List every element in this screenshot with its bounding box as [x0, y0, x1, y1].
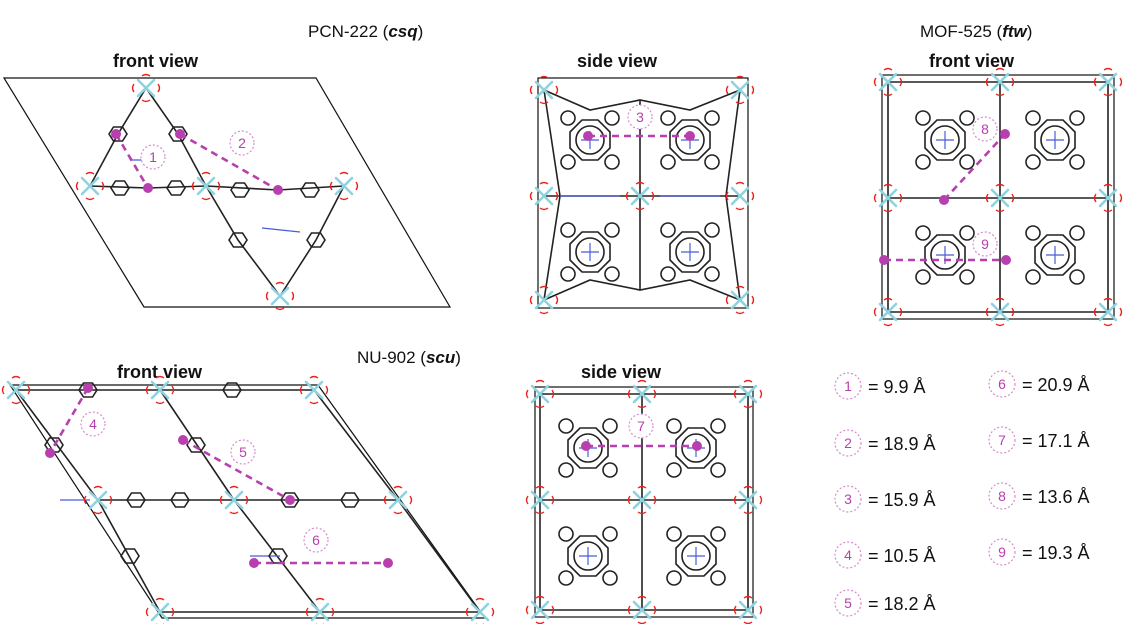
legend-value: = 20.9 Å	[1022, 375, 1090, 395]
marker-circle-6	[303, 527, 329, 553]
legend-marker-1	[834, 372, 862, 400]
marker-circle-1	[140, 144, 166, 170]
marker-circle-3	[627, 104, 653, 130]
marker-label-9: 9	[981, 236, 989, 252]
distance-line-2	[179, 132, 279, 192]
legend-marker-label: 8	[998, 488, 1006, 504]
marker-label-4: 4	[89, 416, 97, 432]
pcn222-front-view-label: front view	[113, 51, 199, 71]
unit-cell-frame	[534, 386, 754, 618]
atom-marker	[939, 195, 949, 205]
atom-marker	[1000, 129, 1010, 139]
legend-entry-4: 4 = 10.5 Å	[834, 541, 936, 569]
legend-marker-3	[834, 485, 862, 513]
legend-entry-6: 6 = 20.9 Å	[988, 370, 1090, 398]
legend-marker-9	[988, 538, 1016, 566]
legend-marker-label: 4	[844, 547, 852, 563]
legend-entry-2: 2 = 18.9 Å	[834, 429, 936, 457]
legend-marker-7	[988, 426, 1016, 454]
atom-marker	[45, 448, 55, 458]
marker-label-1: 1	[149, 149, 157, 165]
legend-entry-7: 7 = 17.1 Å	[988, 426, 1090, 454]
legend-value: = 17.1 Å	[1022, 431, 1090, 451]
atom-marker	[111, 129, 121, 139]
mof525-front-view: 8 9	[873, 67, 1123, 327]
distance-line-4	[48, 387, 90, 454]
distance-legend: 1 = 9.9 Å 2 = 18.9 Å 3 = 15.9 Å 4 = 10.5…	[834, 370, 1090, 617]
legend-entry-8: 8 = 13.6 Å	[988, 482, 1090, 510]
atom-marker	[879, 255, 889, 265]
legend-marker-label: 7	[998, 432, 1006, 448]
legend-entry-5: 5 = 18.2 Å	[834, 589, 936, 617]
pcn222-heading: PCN-222 (csq)	[308, 22, 423, 41]
legend-marker-label: 6	[998, 376, 1006, 392]
mof525-front-view-label: front view	[929, 51, 1015, 71]
legend-marker-label: 5	[844, 595, 852, 611]
legend-value: = 10.5 Å	[868, 546, 936, 566]
atom-marker	[285, 495, 295, 505]
legend-value: = 9.9 Å	[868, 377, 926, 397]
legend-value: = 18.9 Å	[868, 434, 936, 454]
nu902-front-view: 4 5 6	[1, 375, 495, 624]
legend-marker-label: 2	[844, 435, 852, 451]
legend-entry-3: 3 = 15.9 Å	[834, 485, 936, 513]
marker-label-3: 3	[636, 109, 644, 125]
nu902-heading: NU-902 (scu)	[357, 348, 461, 367]
marker-label-6: 6	[312, 532, 320, 548]
unit-cell-frame	[2, 77, 452, 308]
distance-line-5	[182, 438, 291, 502]
legend-entry-1: 1 = 9.9 Å	[834, 372, 926, 400]
legend-marker-label: 9	[998, 544, 1006, 560]
atom-marker	[383, 558, 393, 568]
atom-marker	[175, 129, 185, 139]
atom-marker	[83, 383, 93, 393]
marker-label-5: 5	[239, 444, 247, 460]
marker-circle-4	[80, 411, 106, 437]
atom-marker	[692, 441, 702, 451]
pcn222-side-view: 3	[529, 75, 755, 315]
nu902-side-view-label: side view	[581, 362, 662, 382]
legend-value: = 13.6 Å	[1022, 487, 1090, 507]
marker-circle-2	[229, 130, 255, 156]
atom-marker	[273, 185, 283, 195]
marker-label-8: 8	[981, 121, 989, 137]
pcn222-side-view-label: side view	[577, 51, 658, 71]
marker-circle-9	[972, 231, 998, 257]
pcn222-front-view: 1 2	[2, 73, 452, 311]
atom-marker	[581, 441, 591, 451]
mof525-heading: MOF-525 (ftw)	[920, 22, 1032, 41]
nu902-front-view-label: front view	[117, 362, 203, 382]
legend-value: = 19.3 Å	[1022, 543, 1090, 563]
legend-entry-9: 9 = 19.3 Å	[988, 538, 1090, 566]
marker-label-2: 2	[238, 135, 246, 151]
nu902-side-view: 7	[525, 379, 763, 624]
marker-circle-5	[230, 439, 256, 465]
legend-marker-2	[834, 429, 862, 457]
atom-marker	[685, 131, 695, 141]
atom-marker	[178, 435, 188, 445]
marker-circle-8	[972, 116, 998, 142]
unit-cell-frame	[537, 77, 749, 309]
legend-value: = 15.9 Å	[868, 490, 936, 510]
legend-marker-label: 3	[844, 491, 852, 507]
distance-line-8	[943, 133, 1006, 201]
atom-marker	[1001, 255, 1011, 265]
legend-marker-4	[834, 541, 862, 569]
legend-marker-6	[988, 370, 1016, 398]
legend-marker-5	[834, 589, 862, 617]
legend-value: = 18.2 Å	[868, 594, 936, 614]
marker-circle-7	[628, 413, 654, 439]
atom-marker	[583, 131, 593, 141]
marker-label-7: 7	[637, 418, 645, 434]
atom-marker	[249, 558, 259, 568]
unit-cell-frame	[881, 74, 1115, 320]
distance-line-1	[114, 133, 150, 189]
legend-marker-label: 1	[844, 378, 852, 394]
legend-marker-8	[988, 482, 1016, 510]
atom-marker	[143, 183, 153, 193]
